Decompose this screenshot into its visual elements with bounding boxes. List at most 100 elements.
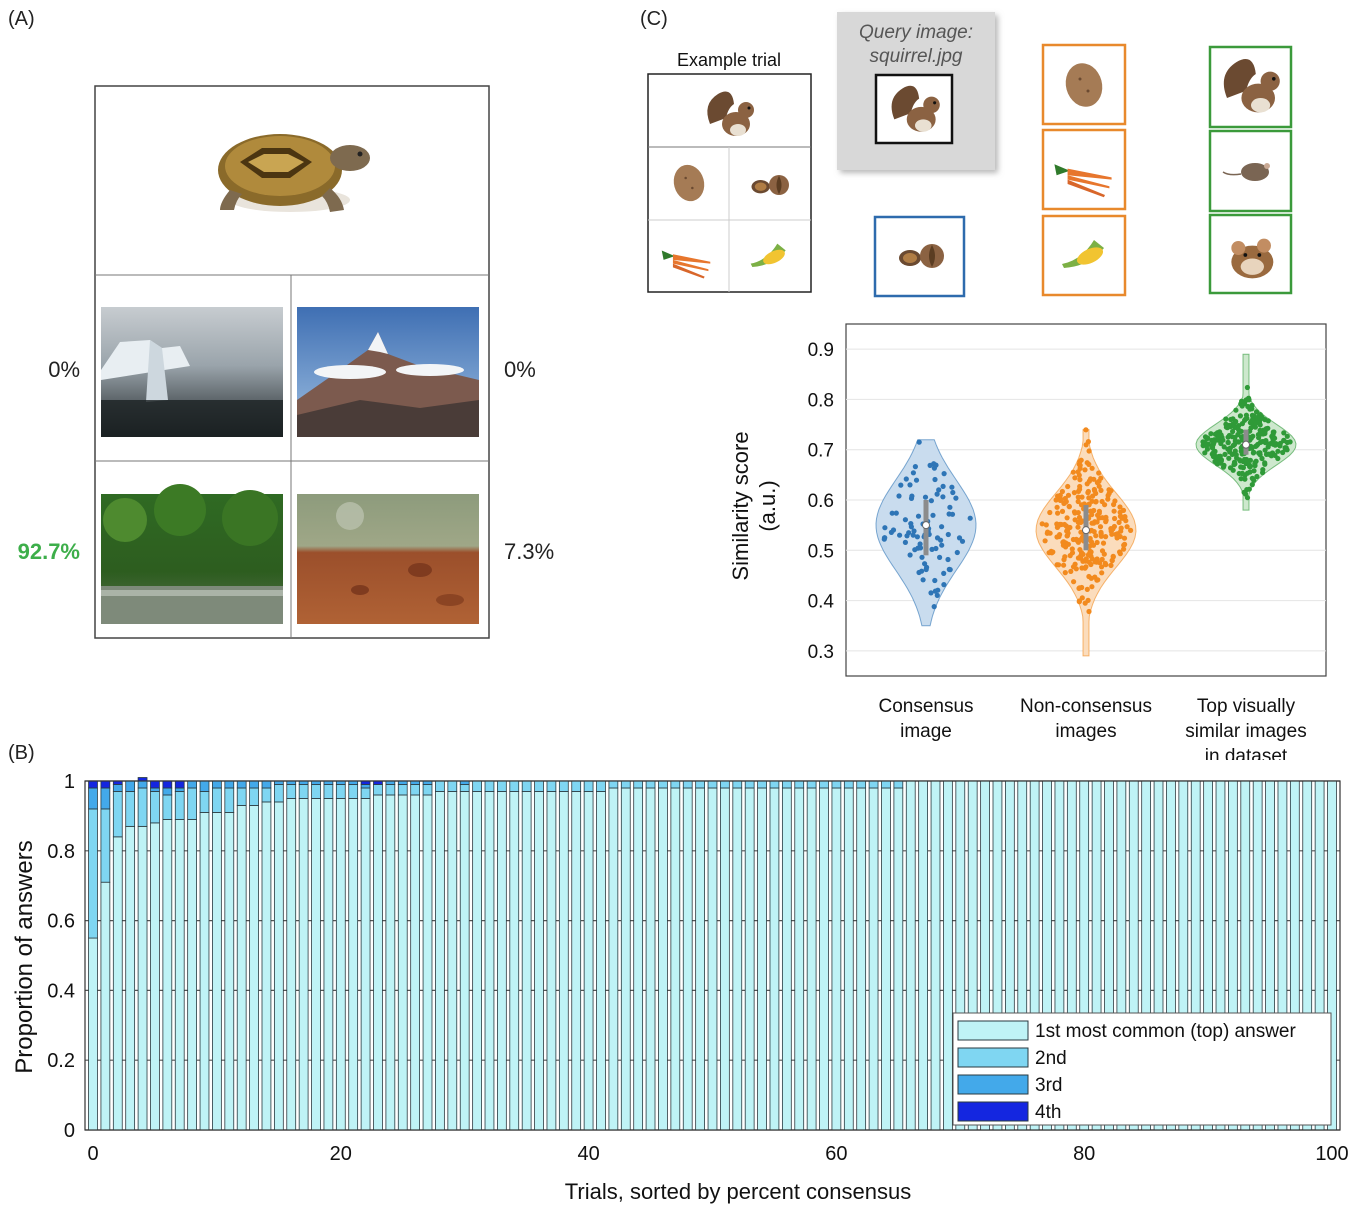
violin-point (1121, 535, 1128, 541)
violin-point (1063, 499, 1069, 505)
bar-x-tick-label: 60 (825, 1143, 847, 1165)
violin-point (1230, 421, 1236, 427)
violin-point (1117, 504, 1123, 510)
bar-segment-1 (732, 787, 743, 1131)
violin-point (1098, 487, 1104, 493)
violin-point (1095, 577, 1101, 583)
violin-point (1103, 562, 1109, 568)
violin-point (1117, 509, 1123, 515)
violin-y-axis-label-line2: (a.u.) (755, 480, 780, 531)
panel-c-example: Example trial Query image: squirrel.jpg (647, 12, 1293, 298)
violin-category-label: Top visually (1197, 696, 1296, 717)
bar-segment-2 (224, 787, 235, 813)
violin-point (1086, 448, 1092, 454)
violin-point (1253, 458, 1259, 464)
violin-point (1230, 428, 1236, 435)
bar-segment-1 (558, 791, 569, 1131)
bar-segment-2 (397, 784, 408, 796)
violin-point (1265, 418, 1271, 424)
violin-point (1118, 513, 1124, 519)
bar-segment-2 (670, 780, 681, 789)
violin-point (1112, 498, 1118, 504)
violin-point (1281, 438, 1287, 444)
bar-segment-3 (125, 780, 136, 792)
violin-point (1075, 524, 1081, 530)
violin-point (922, 494, 929, 500)
bar-segment-2 (509, 780, 520, 792)
violin-point (1114, 535, 1120, 541)
bar-segment-2 (534, 780, 544, 792)
violin-point (946, 511, 952, 517)
violin-point (1093, 499, 1099, 505)
violin-point (1065, 483, 1071, 490)
violin-point (898, 482, 904, 488)
violin-category-label: images (1055, 721, 1116, 742)
bar-segment-1 (720, 787, 730, 1131)
bar-segment-3 (360, 784, 371, 789)
bar-segment-1 (286, 798, 297, 1131)
violin-point (1103, 517, 1109, 523)
bar-segment-2 (435, 780, 445, 792)
bar-segment-3 (212, 780, 222, 789)
violin-point (1084, 586, 1090, 592)
violin-point (941, 582, 947, 588)
violin-point (1059, 488, 1065, 495)
violin-point (1111, 508, 1117, 514)
violin-point (1105, 496, 1111, 502)
violin-point (941, 570, 947, 576)
bar-segment-1 (868, 787, 879, 1131)
violin-point (1232, 438, 1238, 444)
violin-point (903, 476, 909, 482)
violin-point (1250, 450, 1256, 456)
bar-segment-2 (373, 784, 383, 796)
violin-point (1077, 486, 1083, 492)
violin-point (1205, 435, 1211, 441)
violin-point (1076, 599, 1082, 605)
violin-point (897, 532, 903, 538)
bar-segment-2 (410, 784, 421, 796)
bar-segment-2 (843, 780, 854, 789)
bar-segment-1 (534, 791, 544, 1131)
violin-y-axis-label-line1: Similarity score (728, 431, 753, 580)
violin-point (1255, 441, 1261, 447)
violin-point (940, 483, 946, 489)
violin-point (1054, 504, 1060, 510)
bar-segment-2 (335, 784, 346, 799)
bar-segment-1 (100, 881, 111, 1131)
bar-segment-1 (695, 787, 705, 1131)
violin-point (1117, 549, 1123, 555)
violin-point (1066, 504, 1072, 510)
violin-point (1097, 524, 1104, 530)
violin-point (949, 484, 955, 490)
violin-point (1253, 409, 1260, 415)
violin-point (1211, 439, 1217, 445)
violin-point (936, 487, 942, 493)
violin-point (1076, 514, 1083, 521)
bar-segment-1 (769, 787, 780, 1131)
bar-segment-1 (819, 787, 829, 1131)
violin-point (1039, 521, 1045, 527)
violin-point (1099, 564, 1105, 570)
bar-segment-1 (112, 836, 123, 1131)
violin-point (1110, 554, 1116, 560)
bar-segment-2 (261, 787, 272, 803)
violin-point (939, 524, 945, 530)
violin-y-tick-label: 0.7 (808, 441, 834, 462)
bar-segment-2 (546, 780, 557, 792)
violin-point (933, 545, 939, 552)
violin-point (1246, 395, 1252, 401)
bar-segment-1 (472, 791, 482, 1131)
bar-segment-1 (385, 794, 396, 1131)
violin-point (1059, 508, 1066, 514)
bar-segment-4 (88, 780, 98, 789)
bar-x-tick-label: 100 (1315, 1143, 1348, 1165)
bar-segment-3 (236, 780, 247, 789)
percent-top-right: 0% (504, 357, 536, 382)
violin-point (1077, 555, 1083, 561)
bar-segment-2 (794, 780, 805, 789)
bar-segment-3 (199, 780, 210, 792)
bar-segment-2 (447, 780, 458, 792)
violin-point (1236, 470, 1242, 477)
violin-y-tick-label: 0.3 (808, 642, 834, 663)
violin-point (1064, 528, 1070, 534)
